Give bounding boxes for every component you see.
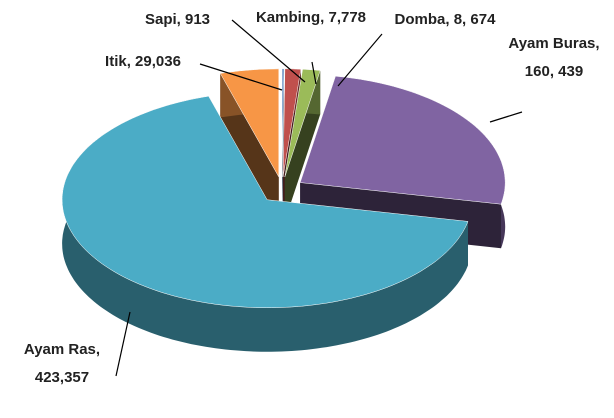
data-label-box: Ayam Ras, 423,357 xyxy=(23,341,101,386)
slice xyxy=(281,68,285,177)
data-label: Itik, 29,036 xyxy=(105,53,181,70)
data-label: Sapi, 913 xyxy=(144,11,211,28)
leader-line xyxy=(489,111,523,123)
leader-line xyxy=(231,19,306,83)
data-label-box: Itik, 29,036 xyxy=(105,53,181,70)
data-label: Ayam Ras, 423,357 xyxy=(23,341,101,386)
data-label-box: Kambing, 7,778 xyxy=(255,9,367,26)
data-label-box: Domba, 8, 674 xyxy=(394,11,496,28)
leader-line xyxy=(199,63,283,91)
data-label-box: Sapi, 913 xyxy=(144,11,211,28)
data-label: Domba, 8, 674 xyxy=(394,11,496,28)
data-label: Kambing, 7,778 xyxy=(255,9,367,26)
slice xyxy=(299,75,506,205)
leader-line xyxy=(337,33,383,87)
slice xyxy=(282,68,302,177)
data-label-box: Ayam Buras, 160, 439 xyxy=(508,35,600,80)
slice xyxy=(61,95,469,308)
data-label: Ayam Buras, 160, 439 xyxy=(508,35,600,80)
leader-line xyxy=(115,311,131,377)
slice xyxy=(284,69,321,177)
leader-line xyxy=(311,61,317,85)
